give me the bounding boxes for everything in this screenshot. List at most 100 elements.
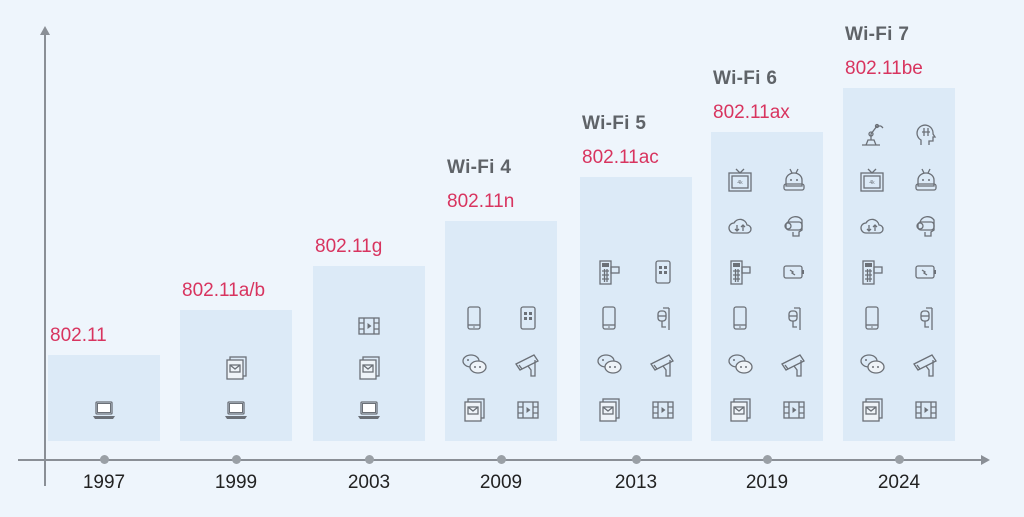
video-icon bbox=[652, 401, 674, 419]
timeline-marker bbox=[99, 455, 109, 464]
icon-row bbox=[726, 301, 808, 335]
laptop-icon bbox=[225, 401, 247, 419]
email-icon bbox=[730, 398, 751, 422]
video-icon bbox=[517, 401, 539, 419]
email-icon bbox=[226, 356, 247, 380]
device-box bbox=[180, 310, 292, 441]
timeline-column-1999: 802.11a/b bbox=[180, 250, 292, 441]
email-icon bbox=[359, 356, 380, 380]
icon-row bbox=[595, 301, 677, 335]
timeline-column-2009: Wi-Fi 4 802.11n bbox=[445, 157, 557, 441]
timeline-column-2019: Wi-Fi 6 802.11ax 4k bbox=[711, 68, 823, 441]
icon-row bbox=[726, 393, 808, 427]
tablet-icon bbox=[655, 260, 671, 284]
phone-icon bbox=[733, 306, 747, 330]
year-label: 1997 bbox=[82, 472, 126, 493]
email-icon bbox=[862, 398, 883, 422]
tv-4k-icon: 4k bbox=[728, 168, 752, 192]
icon-row bbox=[858, 301, 940, 335]
ieee-standard-label: 802.11ac bbox=[582, 147, 659, 168]
tablet-icon bbox=[520, 306, 536, 330]
device-box bbox=[48, 355, 160, 441]
icon-row bbox=[355, 393, 383, 427]
device-box: 4k bbox=[843, 88, 955, 441]
icon-row bbox=[595, 255, 677, 289]
battery-icon bbox=[783, 265, 804, 279]
iv-drip-icon bbox=[788, 307, 801, 330]
timeline-marker bbox=[364, 455, 374, 464]
tv-4k-icon: 4k bbox=[860, 168, 884, 192]
svg-text:4k: 4k bbox=[869, 180, 875, 186]
y-axis-arrow bbox=[40, 26, 50, 35]
timeline-column-2013: Wi-Fi 5 802.11ac bbox=[580, 113, 692, 441]
ieee-standard-label: 802.11a/b bbox=[182, 280, 266, 301]
cloud-icon bbox=[860, 218, 884, 234]
icon-row bbox=[460, 393, 542, 427]
ieee-standard-label: 802.11n bbox=[447, 191, 515, 212]
iv-drip-icon bbox=[920, 307, 933, 330]
vr-headset-icon bbox=[916, 216, 935, 237]
icon-row bbox=[726, 347, 808, 381]
camera-icon bbox=[650, 354, 674, 377]
wifi-generation-label: Wi-Fi 6 bbox=[713, 68, 778, 89]
year-label: 2009 bbox=[479, 472, 523, 493]
timeline-marker bbox=[631, 455, 641, 464]
laptop-icon bbox=[93, 401, 115, 419]
chat-icon bbox=[728, 354, 753, 374]
ai-head-icon bbox=[916, 124, 937, 145]
camera-icon bbox=[913, 354, 937, 377]
y-axis bbox=[44, 34, 46, 486]
ieee-standard-label: 802.11ax bbox=[713, 102, 790, 123]
year-label: 2019 bbox=[745, 472, 789, 493]
icon-row bbox=[726, 209, 808, 243]
timeline-axis-arrow bbox=[981, 455, 990, 465]
icon-row bbox=[355, 351, 383, 385]
icon-row bbox=[726, 255, 808, 289]
timeline-marker bbox=[762, 455, 772, 464]
laptop-icon bbox=[358, 401, 380, 419]
video-icon bbox=[783, 401, 805, 419]
icon-row bbox=[222, 393, 250, 427]
email-icon bbox=[599, 398, 620, 422]
camera-icon bbox=[515, 354, 539, 377]
year-label: 2003 bbox=[347, 472, 391, 493]
icon-row bbox=[858, 117, 940, 151]
timeline-marker bbox=[231, 455, 241, 464]
email-icon bbox=[464, 398, 485, 422]
timeline-column-2024: Wi-Fi 7 802.11be 4k bbox=[843, 24, 955, 441]
ieee-standard-label: 802.11 bbox=[50, 325, 107, 346]
battery-icon bbox=[915, 265, 936, 279]
phone-icon bbox=[602, 306, 616, 330]
phone-icon bbox=[865, 306, 879, 330]
year-label: 1999 bbox=[214, 472, 258, 493]
camera-icon bbox=[781, 354, 805, 377]
robot-icon bbox=[915, 168, 937, 191]
video-icon bbox=[358, 317, 380, 335]
video-icon bbox=[915, 401, 937, 419]
ieee-standard-label: 802.11g bbox=[315, 236, 383, 257]
icon-row: 4k bbox=[726, 163, 808, 197]
year-label: 2013 bbox=[614, 472, 658, 493]
year-label: 2024 bbox=[877, 472, 921, 493]
timeline-marker bbox=[894, 455, 904, 464]
icon-row bbox=[858, 209, 940, 243]
chat-icon bbox=[597, 354, 622, 374]
icon-row bbox=[355, 309, 383, 343]
cloud-icon bbox=[728, 218, 752, 234]
icon-row bbox=[858, 255, 940, 289]
wifi-generation-label: Wi-Fi 7 bbox=[845, 24, 910, 45]
pos-icon bbox=[730, 260, 751, 285]
vr-headset-icon bbox=[784, 216, 803, 237]
ieee-standard-label: 802.11be bbox=[845, 58, 923, 79]
timeline-marker bbox=[496, 455, 506, 464]
iv-drip-icon bbox=[657, 307, 670, 330]
icon-row bbox=[595, 347, 677, 381]
device-box bbox=[313, 266, 425, 441]
robot-arm-icon bbox=[862, 123, 884, 146]
chat-icon bbox=[860, 354, 885, 374]
icon-row bbox=[858, 393, 940, 427]
device-box bbox=[445, 221, 557, 441]
robot-icon bbox=[783, 168, 805, 191]
icon-row bbox=[222, 351, 250, 385]
device-box bbox=[580, 177, 692, 441]
